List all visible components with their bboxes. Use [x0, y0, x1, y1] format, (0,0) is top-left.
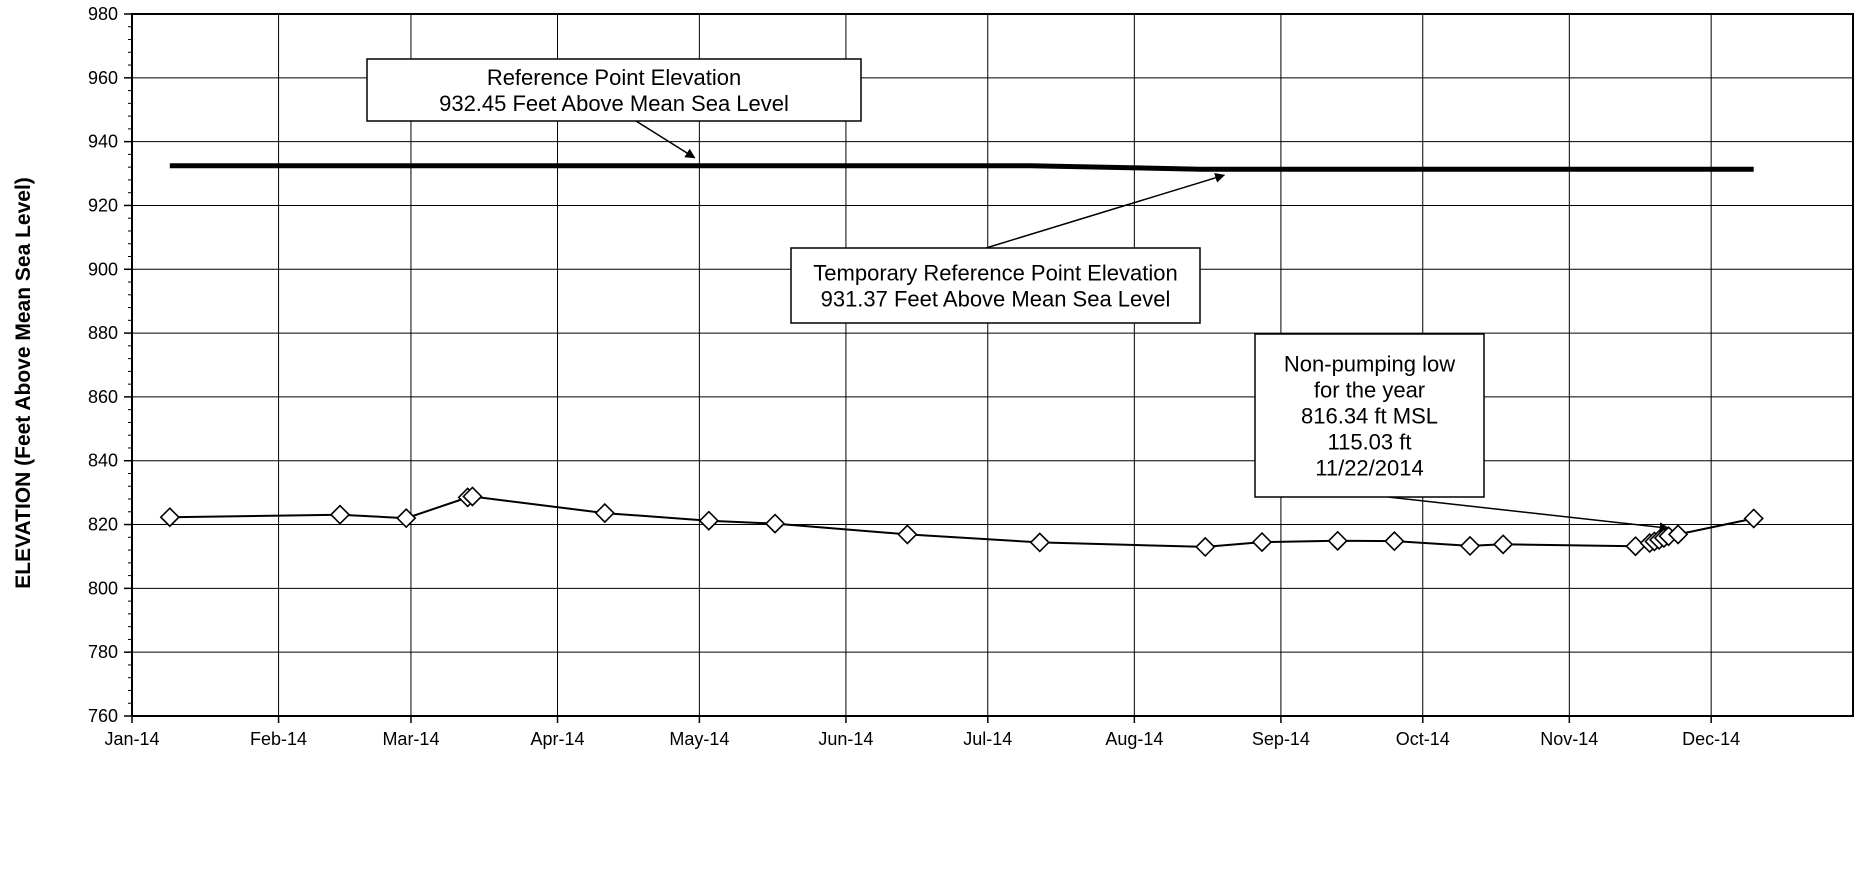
data-point-diamond — [1195, 536, 1216, 558]
y-tick-label: 880 — [88, 323, 118, 343]
reference-elevation-line — [169, 163, 1754, 172]
annotation-box — [790, 247, 1201, 324]
y-tick-label: 860 — [88, 387, 118, 407]
annotation-box — [1254, 333, 1485, 498]
data-point-diamond — [1459, 535, 1481, 557]
annotation-arrow — [1387, 496, 1670, 533]
y-tick-label: 820 — [88, 515, 118, 535]
x-tick-label: Oct-14 — [1396, 729, 1450, 749]
annotation-text: 816.34 ft MSL — [1301, 404, 1438, 429]
x-tick-label: Apr-14 — [531, 729, 585, 749]
y-axis-label: ELEVATION (Feet Above Mean Sea Level) — [12, 177, 35, 589]
x-axis-ticks: Jan-14 Feb-14 Mar-14 Apr-14 May-14 Jun-14 Jul-… — [104, 716, 1740, 749]
series-layer — [159, 163, 1764, 558]
annotation-text: 115.03 ft — [1328, 430, 1412, 455]
annotation-callout: Temporary Reference Point Elevation931.3… — [790, 173, 1226, 324]
x-tick-label: Feb-14 — [250, 729, 307, 749]
data-point-diamond — [1384, 531, 1405, 552]
data-point-diamond — [329, 504, 351, 525]
annotation-text: 932.45 Feet Above Mean Sea Level — [439, 91, 789, 116]
annotation-arrow — [985, 173, 1226, 249]
x-tick-label: Jun-14 — [818, 729, 873, 749]
data-point-diamond — [1743, 508, 1764, 529]
x-tick-label: Mar-14 — [382, 729, 439, 749]
x-tick-label: Jul-14 — [963, 729, 1012, 749]
data-point-diamond — [1625, 536, 1646, 557]
y-tick-label: 780 — [88, 642, 118, 662]
x-tick-label: Sep-14 — [1252, 729, 1310, 749]
y-tick-label: 960 — [88, 68, 118, 88]
data-point-diamond — [462, 486, 483, 507]
y-tick-label: 840 — [88, 451, 118, 471]
x-tick-label: Nov-14 — [1540, 729, 1598, 749]
data-point-diamond — [1029, 532, 1050, 553]
data-point-diamond — [897, 524, 918, 545]
data-point-diamond — [594, 502, 615, 524]
y-axis-ticks: 760 780 800 820 840 860 880 900 920 940 960 980 — [88, 4, 132, 726]
data-point-diamond — [1492, 534, 1514, 555]
y-tick-label: 800 — [88, 578, 118, 598]
data-point-diamond — [1667, 524, 1689, 545]
annotation-text: Non-pumping low — [1284, 352, 1455, 377]
data-point-diamond — [764, 513, 786, 534]
y-tick-label: 940 — [88, 132, 118, 152]
annotation-text: 11/22/2014 — [1315, 456, 1423, 481]
data-point-diamond — [1327, 530, 1348, 551]
y-tick-label: 760 — [88, 706, 118, 726]
data-point-diamond — [1251, 531, 1273, 553]
data-point-diamond — [396, 508, 417, 529]
y-tick-label: 980 — [88, 4, 118, 24]
annotation-text: Reference Point Elevation — [487, 65, 741, 90]
annotation-text: 931.37 Feet Above Mean Sea Level — [821, 287, 1171, 312]
x-tick-label: Jan-14 — [104, 729, 159, 749]
data-point-diamond — [698, 510, 719, 531]
data-point-diamond — [159, 507, 180, 528]
x-tick-label: Aug-14 — [1105, 729, 1163, 749]
annotation-text: for the year — [1314, 378, 1425, 403]
annotation-text: Temporary Reference Point Elevation — [813, 261, 1177, 286]
x-tick-label: May-14 — [669, 729, 729, 749]
annotation-box — [366, 58, 862, 122]
y-tick-label: 900 — [88, 259, 118, 279]
annotation-arrow — [635, 120, 696, 159]
y-tick-label: 920 — [88, 195, 118, 215]
plot-frame — [131, 13, 1854, 717]
x-tick-label: Dec-14 — [1682, 729, 1740, 749]
